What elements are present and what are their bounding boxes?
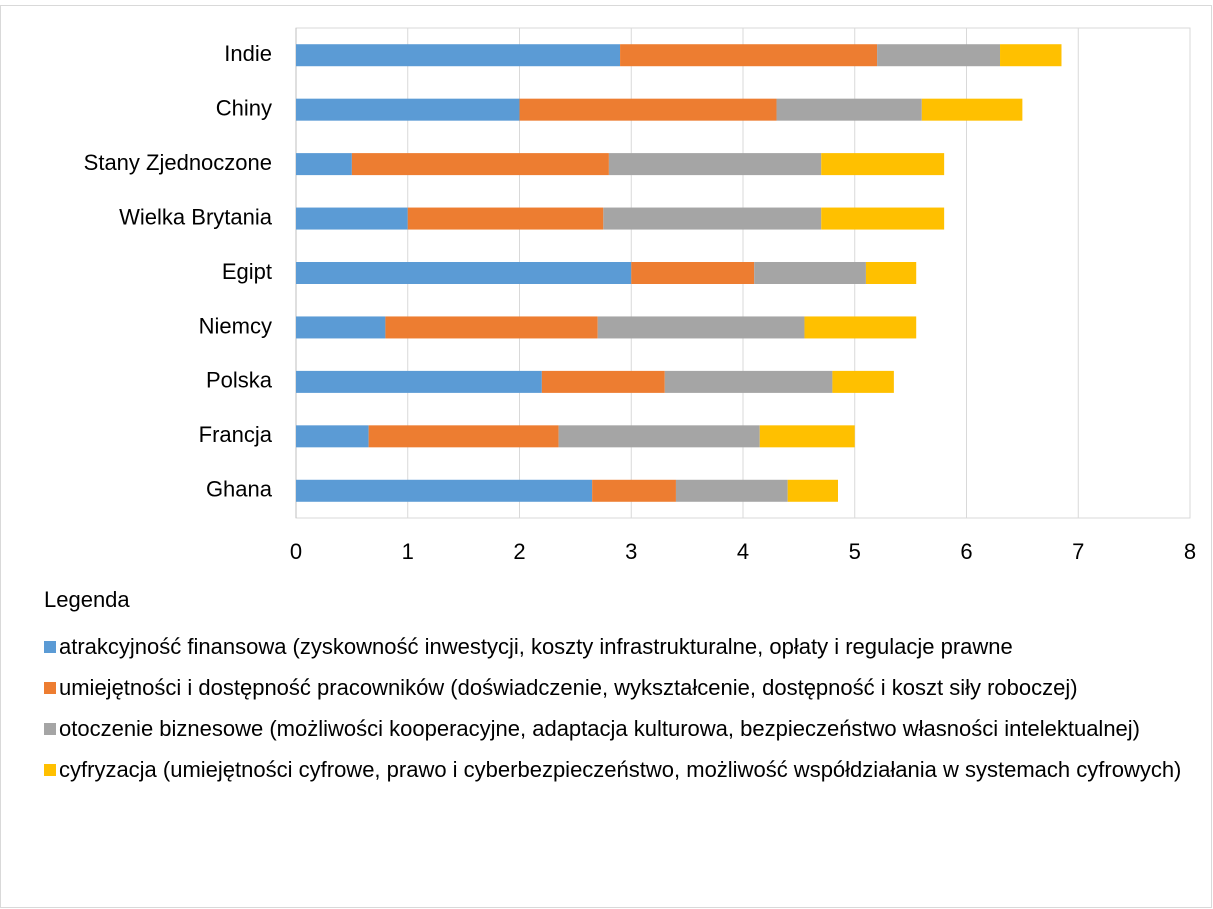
bar-segment [296, 316, 386, 339]
bar-segment [296, 44, 621, 67]
bar-segment [296, 98, 520, 121]
x-tick-label: 7 [1072, 539, 1084, 564]
bar-segment [631, 262, 755, 284]
bar-segment [603, 207, 822, 230]
bar-segment [865, 262, 917, 284]
legend-label: otoczenie biznesowe (możliwości kooperac… [59, 716, 1141, 741]
bar-segment [832, 370, 894, 393]
x-tick-label: 0 [290, 539, 302, 564]
bar-segment [675, 479, 788, 502]
legend-swatch [44, 641, 56, 653]
bar-segment [664, 370, 833, 393]
bar-segment [821, 207, 945, 230]
bar-segment [296, 425, 369, 448]
y-tick-label: Polska [206, 368, 273, 393]
y-tick-label: Ghana [206, 477, 273, 502]
bar-segment [608, 153, 822, 176]
bar-segment [787, 479, 838, 502]
bar-segment [597, 316, 805, 339]
bar-segment [877, 44, 1001, 67]
bar-segment [541, 370, 665, 393]
y-tick-label: Indie [224, 41, 272, 66]
x-tick-label: 4 [737, 539, 749, 564]
legend-item: cyfryzacja (umiejętności cyfrowe, prawo … [44, 755, 1194, 784]
legend-label: umiejętności i dostępność pracowników (d… [59, 675, 1078, 700]
y-tick-label: Francja [199, 422, 273, 447]
bar-segment [921, 98, 1023, 121]
bar-segment [296, 262, 632, 284]
bar-segment [776, 98, 922, 121]
x-tick-label: 8 [1184, 539, 1196, 564]
bar-segment [592, 479, 676, 502]
bar-segment [296, 479, 593, 502]
y-tick-label: Wielka Brytania [119, 204, 273, 229]
bar-segment [759, 425, 855, 448]
y-tick-label: Niemcy [199, 313, 272, 338]
legend-item: umiejętności i dostępność pracowników (d… [44, 673, 1194, 702]
legend: Legenda atrakcyjność finansowa (zyskowno… [44, 585, 1194, 796]
y-tick-label: Stany Zjednoczone [84, 150, 272, 175]
bar-segment [620, 44, 878, 67]
bar-segment [821, 153, 945, 176]
bar-segment [368, 425, 559, 448]
legend-swatch [44, 723, 56, 735]
bar-segment [296, 153, 352, 176]
x-tick-label: 3 [625, 539, 637, 564]
x-tick-label: 6 [960, 539, 972, 564]
y-tick-label: Chiny [216, 95, 272, 120]
legend-label: atrakcyjność finansowa (zyskowność inwes… [59, 634, 1013, 659]
bar-segment [754, 262, 866, 284]
bar-segment [407, 207, 604, 230]
legend-swatch [44, 682, 56, 694]
chart-frame [0, 5, 1212, 908]
bar-segment [519, 98, 777, 121]
x-tick-label: 1 [402, 539, 414, 564]
x-tick-label: 2 [513, 539, 525, 564]
bar-segment [351, 153, 609, 176]
legend-swatch [44, 764, 56, 776]
bar-segment [804, 316, 917, 339]
bar-segment [1000, 44, 1062, 67]
legend-item: atrakcyjność finansowa (zyskowność inwes… [44, 632, 1194, 661]
legend-item: otoczenie biznesowe (możliwości kooperac… [44, 714, 1194, 743]
legend-title: Legenda [44, 587, 130, 612]
bar-segment [558, 425, 760, 448]
bar-segment [296, 207, 408, 230]
legend-label: cyfryzacja (umiejętności cyfrowe, prawo … [59, 757, 1182, 782]
y-tick-label: Egipt [222, 259, 272, 284]
bar-segment [296, 370, 542, 393]
bar-segment [385, 316, 598, 339]
x-tick-label: 5 [849, 539, 861, 564]
